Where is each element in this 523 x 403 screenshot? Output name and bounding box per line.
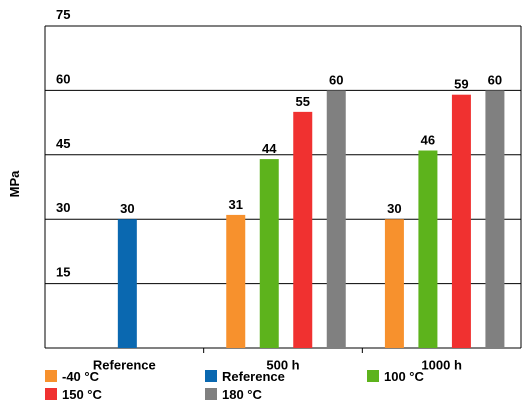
data-label: 44 <box>262 141 277 156</box>
legend-swatch <box>205 370 217 382</box>
data-label: 31 <box>229 197 243 212</box>
data-label: 30 <box>387 201 401 216</box>
gridlines <box>45 25 521 285</box>
legend-swatch <box>367 370 379 382</box>
labels: 15 30 45 60 75 Reference 500 h 1000 h 30 31 44 55 60… <box>56 7 502 373</box>
data-label: 55 <box>296 94 310 109</box>
legend-label: 180 °C <box>222 387 263 402</box>
legend-label: 150 °C <box>62 387 103 402</box>
y-tick-label: 30 <box>56 200 70 215</box>
legend-swatch <box>45 388 57 400</box>
axes <box>44 26 522 353</box>
bar-150-c-1000-h <box>451 94 471 349</box>
bar--40-c-500-h <box>226 214 246 348</box>
bar-100-c-1000-h <box>418 150 438 348</box>
y-tick-label: 75 <box>56 7 70 22</box>
data-label: 59 <box>454 77 468 92</box>
y-tick-label: 15 <box>56 265 70 280</box>
x-category-label: 500 h <box>266 358 299 373</box>
x-category-label: Reference <box>93 358 156 373</box>
legend: -40 °C Reference 100 °C 150 °C 180 °C <box>45 369 425 402</box>
legend-swatch <box>205 388 217 400</box>
data-label: 60 <box>329 72 343 87</box>
bar-180-c-500-h <box>326 90 346 349</box>
bar-100-c-500-h <box>259 159 279 348</box>
data-label: 30 <box>120 201 134 216</box>
bars <box>117 90 505 349</box>
legend-label: Reference <box>222 369 285 384</box>
bar-reference-reference <box>117 219 137 348</box>
y-axis-title: MPa <box>7 170 22 198</box>
legend-swatch <box>45 370 57 382</box>
y-tick-label: 60 <box>56 71 70 86</box>
bar-150-c-500-h <box>293 111 313 348</box>
legend-label: -40 °C <box>62 369 100 384</box>
data-label: 60 <box>488 72 502 87</box>
x-category-label: 1000 h <box>421 358 462 373</box>
data-label: 46 <box>421 133 435 148</box>
bar--40-c-1000-h <box>384 219 404 348</box>
bar-180-c-1000-h <box>485 90 505 349</box>
legend-label: 100 °C <box>384 369 425 384</box>
y-tick-label: 45 <box>56 136 70 151</box>
